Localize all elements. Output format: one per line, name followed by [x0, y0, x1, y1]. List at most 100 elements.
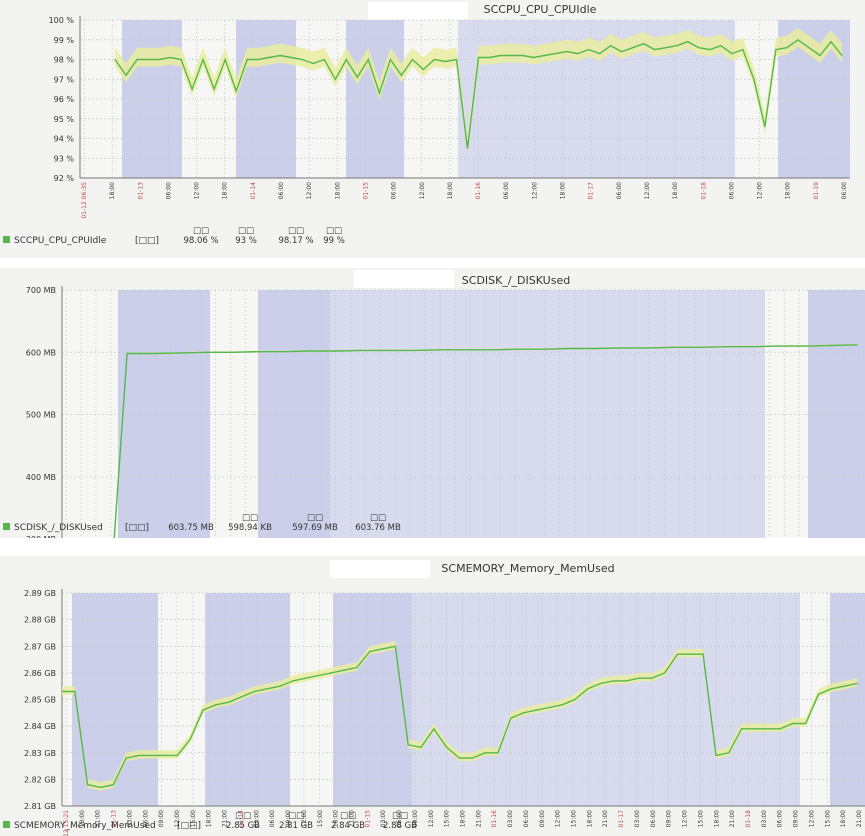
y-tick-label: 2.86 GB: [24, 669, 56, 678]
x-tick-label: 09:00: [285, 810, 292, 827]
y-tick-label: 2.84 GB: [24, 722, 56, 731]
data-point: [125, 74, 127, 76]
y-tick-label: 99 %: [54, 36, 75, 45]
data-point: [257, 58, 259, 61]
data-point: [282, 351, 285, 353]
y-tick-label: 2.88 GB: [24, 616, 56, 625]
time-shade: [412, 593, 494, 806]
data-point: [178, 352, 180, 354]
data-point: [775, 49, 777, 51]
data-point: [587, 688, 589, 690]
x-tick-label: 15:00: [697, 810, 704, 827]
stat-heading: □□: [307, 513, 323, 523]
x-tick-label: 18:00: [560, 182, 567, 199]
x-tick-label: 06:00: [777, 810, 784, 827]
stat-heading: □□: [235, 811, 251, 821]
x-tick-label: 21:00: [222, 810, 229, 827]
time-shade: [808, 290, 865, 538]
data-point: [843, 685, 845, 687]
stat-value: 598.94 KB: [228, 523, 272, 533]
x-tick-label: 21:00: [602, 810, 609, 827]
panel-separator: [0, 538, 865, 556]
stat-value: 98.06 %: [183, 236, 218, 246]
data-point: [361, 349, 363, 351]
y-tick-label: 100 %: [49, 16, 75, 25]
x-tick-label: 18:00: [222, 182, 229, 199]
x-tick-label: 06:00: [616, 182, 623, 199]
legend-swatch: [3, 236, 10, 243]
stat-value: 597.69 MB: [292, 523, 338, 533]
data-point: [309, 350, 311, 352]
data-point: [499, 54, 502, 57]
x-tick-label: 06:00: [165, 182, 172, 199]
data-point: [830, 344, 832, 346]
legend-label: SCMEMORY_Memory_MemUsed: [14, 821, 156, 831]
data-point: [621, 347, 624, 349]
data-point: [204, 351, 206, 353]
data-point: [856, 344, 858, 346]
data-point: [152, 352, 154, 355]
stat-heading: □□: [326, 226, 342, 236]
x-tick-label: 15:00: [824, 810, 831, 827]
x-tick-label: 01-14: [250, 182, 257, 200]
data-point: [305, 677, 307, 679]
time-shade: [346, 20, 404, 178]
data-point: [779, 728, 781, 730]
x-tick-label: 18:00: [447, 182, 454, 199]
data-point: [202, 709, 204, 711]
data-point: [290, 56, 292, 59]
x-tick-label: 03:00: [253, 810, 260, 827]
x-tick-label: 12:00: [682, 810, 689, 827]
data-point: [433, 58, 435, 61]
data-point: [367, 58, 369, 61]
legend-prefix: [□□]: [125, 523, 149, 533]
stat-value: 603.76 MB: [355, 523, 401, 533]
x-tick-label: 03:00: [507, 810, 514, 827]
data-point: [808, 47, 810, 49]
y-tick-label: 95 %: [54, 115, 75, 124]
x-tick-label: 06:00: [650, 810, 657, 827]
x-tick-label: 18:00: [672, 182, 679, 199]
y-tick-label: 500 MB: [26, 411, 56, 420]
x-tick-label: 09:00: [539, 810, 546, 827]
data-point: [301, 58, 303, 61]
legend-label: SCCPU_CPU_CPUIdle: [14, 236, 107, 246]
data-point: [599, 53, 601, 55]
x-tick-label: 01-15: [364, 810, 371, 828]
data-point: [330, 672, 332, 674]
data-point: [136, 58, 138, 61]
data-point: [700, 346, 702, 348]
x-tick-label: 06:00: [396, 810, 403, 827]
time-shade: [333, 593, 412, 806]
data-point: [588, 49, 590, 51]
y-tick-label: 400 MB: [26, 473, 56, 482]
data-point: [446, 746, 448, 748]
legend-prefix: [□□]: [177, 821, 201, 831]
x-tick-label: 18:00: [785, 182, 792, 199]
stat-value: 2.81 GB: [279, 821, 313, 831]
legend-swatch: [3, 523, 10, 530]
data-point: [612, 680, 615, 682]
data-point: [728, 752, 730, 754]
data-point: [99, 786, 102, 788]
x-tick-label: 15:00: [444, 810, 451, 827]
x-tick-label: 01-12 06:35: [81, 182, 88, 219]
data-point: [702, 653, 704, 655]
data-point: [444, 60, 447, 63]
data-point: [228, 701, 230, 703]
data-point: [797, 39, 799, 41]
disk-used-chart: SCDISK_/_DISKUsed0 B100 MB200 MB300 MB40…: [3, 270, 865, 538]
data-point: [625, 680, 627, 682]
y-tick-label: 2.89 GB: [24, 589, 56, 598]
data-point: [400, 74, 402, 76]
data-point: [433, 728, 435, 730]
data-point: [126, 352, 128, 355]
data-point: [323, 58, 325, 61]
data-point: [147, 58, 149, 61]
data-point: [389, 58, 391, 61]
data-point: [533, 56, 535, 59]
data-point: [731, 53, 733, 55]
x-tick-label: 01-14: [237, 810, 244, 828]
x-tick-label: 01-18: [700, 182, 707, 200]
stat-heading: □□: [288, 811, 304, 821]
